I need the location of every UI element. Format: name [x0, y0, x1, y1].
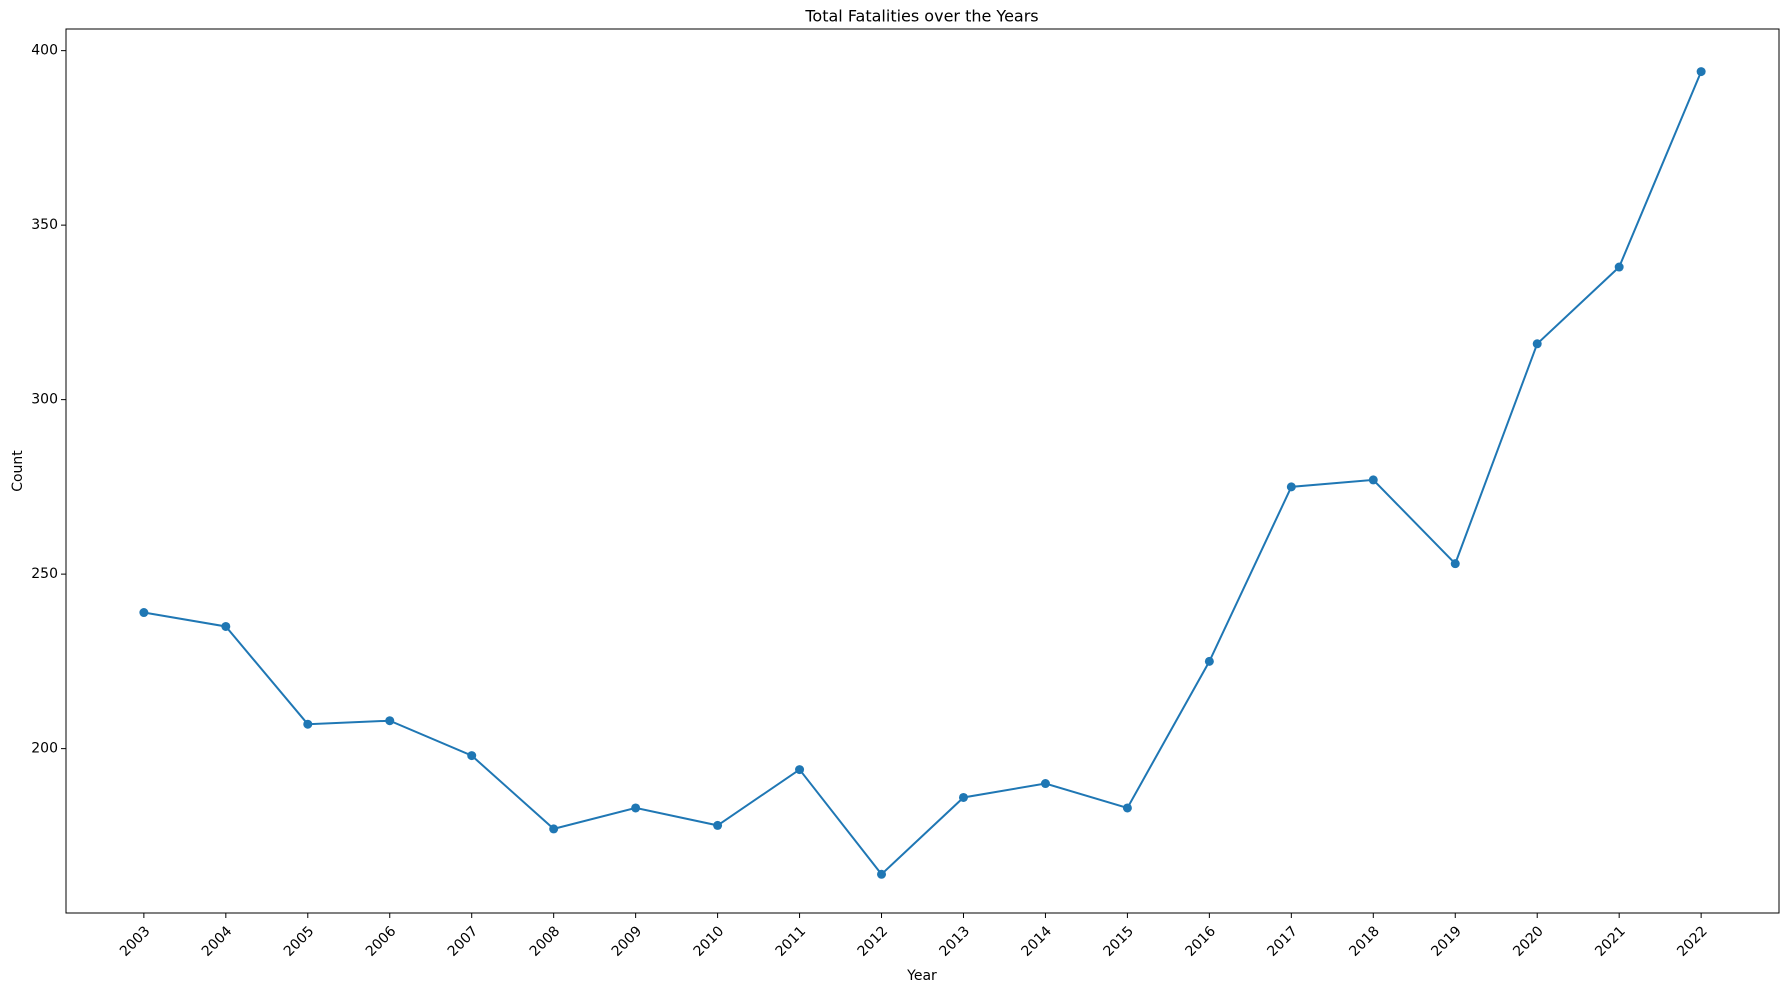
x-tick-label: 2008 [527, 923, 564, 960]
x-tick-label: 2007 [445, 923, 482, 960]
point [713, 820, 723, 830]
point [1532, 339, 1542, 349]
x-tick-label: 2010 [691, 923, 728, 960]
x-tick-label: 2016 [1182, 923, 1219, 960]
line [143, 71, 1703, 876]
x-tick-label: 2003 [117, 923, 154, 960]
point [139, 608, 149, 618]
y-tick-label: 350 [31, 217, 58, 233]
y-tick-label: 400 [31, 43, 58, 59]
x-axis-label: Year [906, 968, 937, 984]
x-tick-label: 2018 [1346, 923, 1383, 960]
plot-frame [65, 28, 1780, 914]
point [877, 869, 887, 879]
point [385, 716, 395, 726]
point [303, 719, 313, 729]
point [1286, 482, 1296, 492]
x-tick-label: 2015 [1101, 923, 1138, 960]
x-tick-label: 2014 [1019, 923, 1056, 960]
point [958, 792, 968, 802]
x-tick-label: 2017 [1264, 923, 1301, 960]
x-tick-label: 2019 [1428, 923, 1465, 960]
point [1040, 779, 1050, 789]
point [1122, 803, 1132, 813]
point [795, 765, 805, 775]
x-tick-label: 2006 [363, 923, 400, 960]
x-tick-label: 2013 [937, 923, 974, 960]
point [549, 824, 559, 834]
y-tick-label: 250 [31, 566, 58, 582]
x-tick-label: 2005 [281, 923, 318, 960]
y-axis-label: Count [10, 450, 26, 492]
point [1696, 67, 1706, 77]
point [467, 751, 477, 761]
y-tick-label: 300 [31, 392, 58, 408]
x-tick-label: 2011 [773, 923, 810, 960]
y-tick-label: 200 [31, 741, 58, 757]
point [631, 803, 641, 813]
point [1368, 475, 1378, 485]
point [1204, 656, 1214, 666]
point [221, 621, 231, 631]
x-tick-label: 2020 [1510, 923, 1547, 960]
x-tick-label: 2004 [199, 923, 236, 960]
x-tick-label: 2012 [855, 923, 892, 960]
x-tick-label: 2021 [1592, 923, 1629, 960]
x-tick-label: 2009 [609, 923, 646, 960]
chart-title: Total Fatalities over the Years [804, 7, 1038, 26]
point [1450, 559, 1460, 569]
point [1614, 262, 1624, 272]
x-tick-label: 2022 [1674, 923, 1711, 960]
